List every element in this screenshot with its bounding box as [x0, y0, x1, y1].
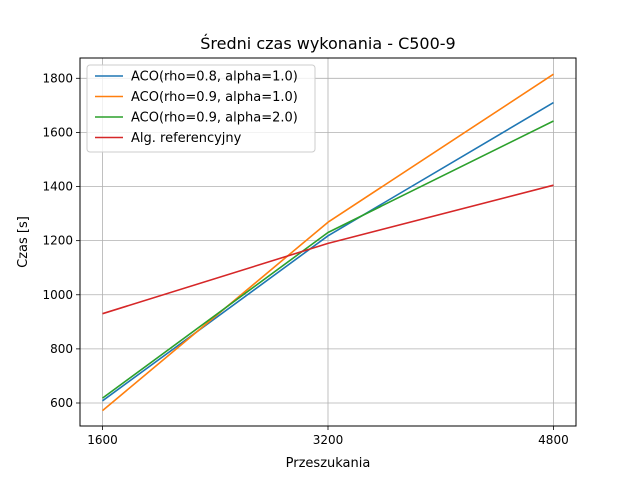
x-tick-label: 4800 — [538, 433, 569, 447]
y-tick-label: 1600 — [42, 125, 73, 139]
x-tick-label: 1600 — [87, 433, 118, 447]
series-line-3 — [102, 120, 554, 399]
series-line-1 — [102, 101, 554, 402]
series-line-4 — [102, 184, 554, 315]
legend-label-1: ACO(rho=0.8, alpha=1.0) — [131, 70, 298, 85]
chart-title: Średni czas wykonania - C500-9 — [200, 34, 455, 53]
y-tick-label: 1800 — [42, 71, 73, 85]
ticks: 1600 3200 4800 600 800 1000 1200 1400 1600 1800 — [42, 71, 568, 447]
x-axis-label: Przeszukania — [286, 456, 371, 471]
legend-box — [86, 64, 316, 153]
series-lines — [101, 73, 554, 412]
y-tick-label: 800 — [50, 342, 73, 356]
x-tick-label: 3200 — [313, 433, 344, 447]
y-tick-label: 1400 — [42, 180, 73, 194]
legend: ACO(rho=0.8, alpha=1.0) ACO(rho=0.9, alph… — [86, 64, 316, 153]
y-tick-label: 1200 — [42, 234, 73, 248]
legend-label-3: ACO(rho=0.9, alpha=2.0) — [131, 111, 298, 126]
y-axis-label: Czas [s] — [16, 216, 31, 268]
y-tick-label: 600 — [50, 396, 73, 410]
y-tick-label: 1000 — [42, 288, 73, 302]
legend-label-4: Alg. referencyjny — [131, 131, 242, 146]
legend-label-2: ACO(rho=0.9, alpha=1.0) — [131, 90, 298, 105]
series-line-2 — [101, 73, 554, 412]
